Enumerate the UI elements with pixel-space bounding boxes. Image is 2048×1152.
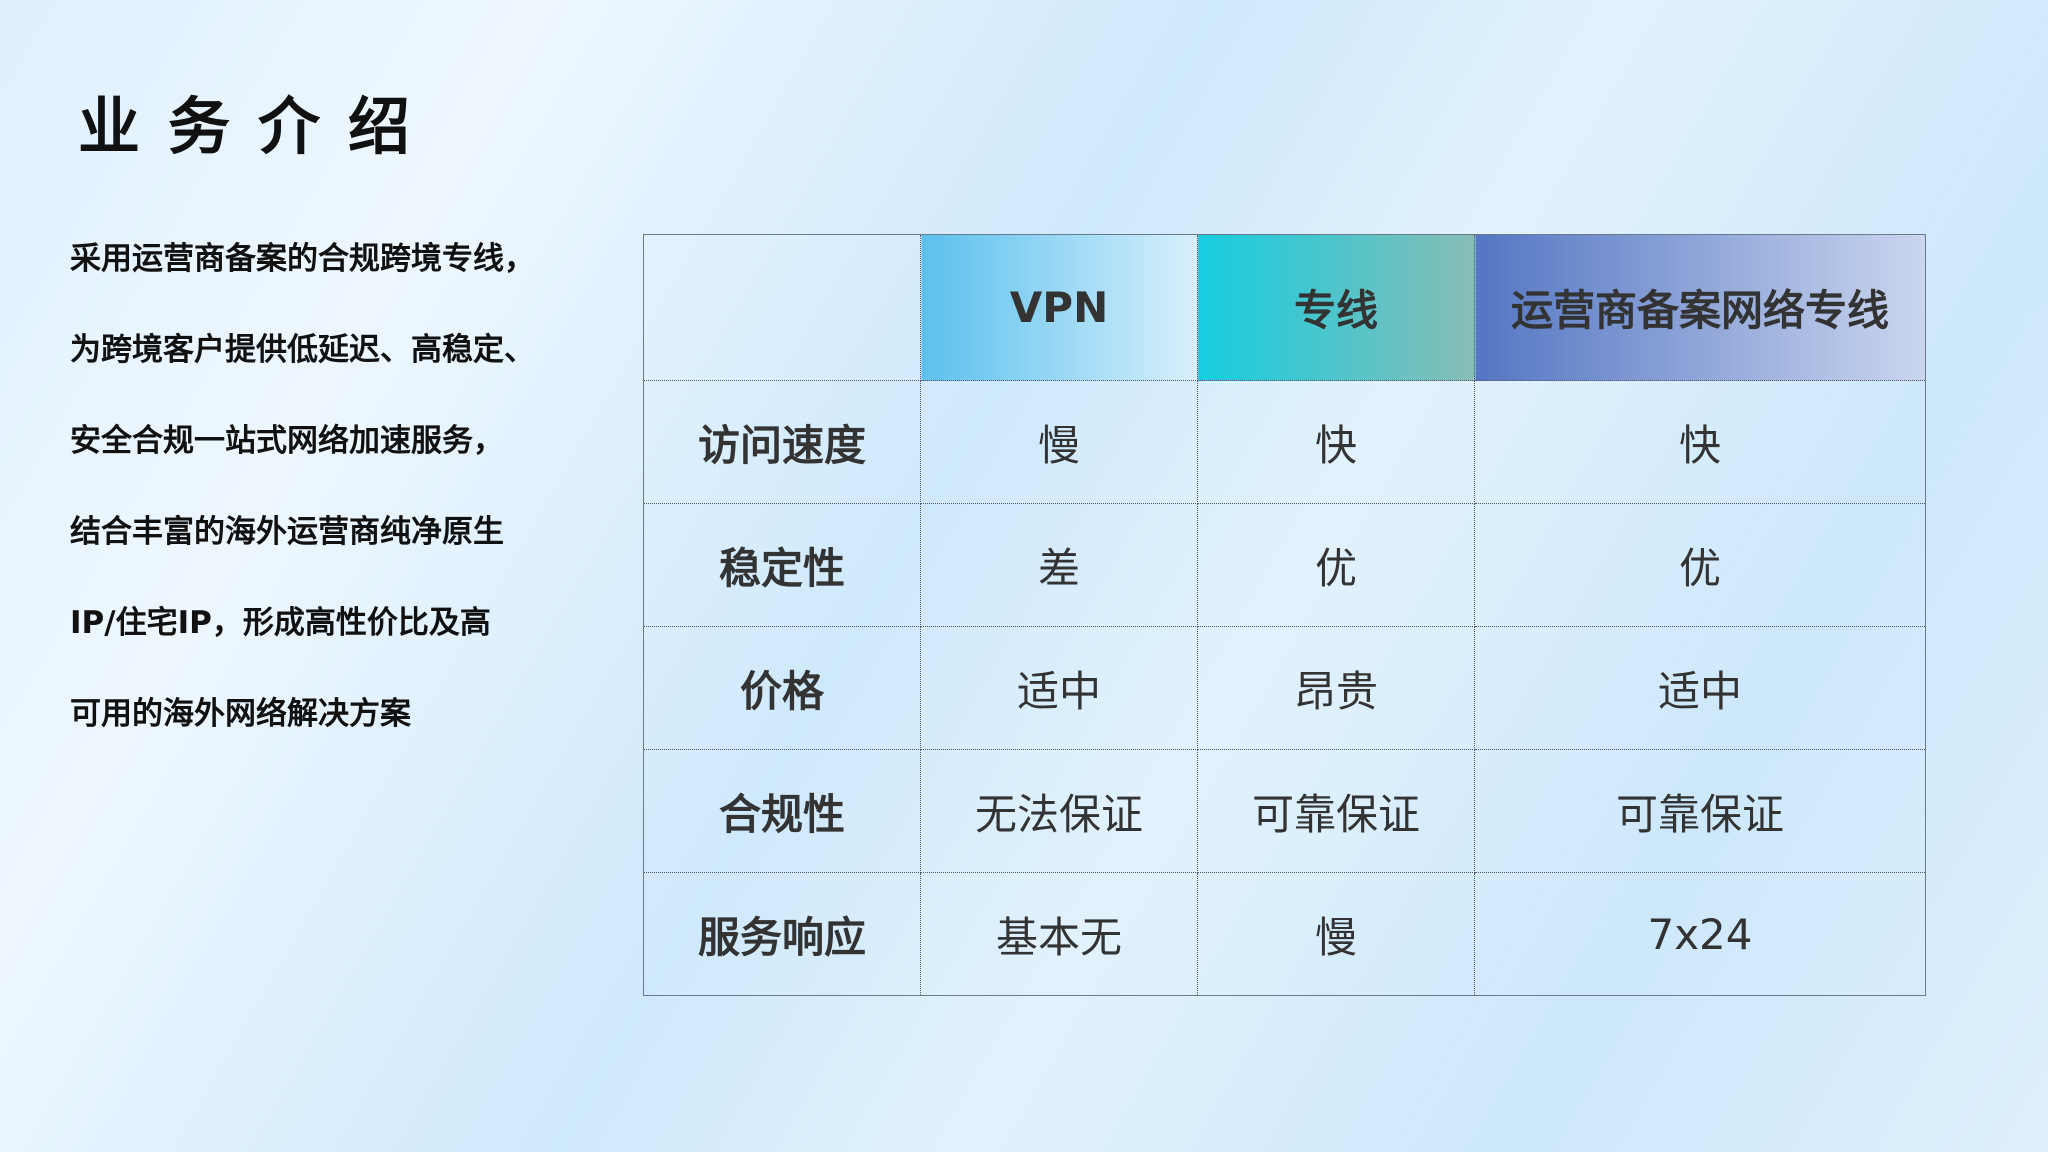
table-cell: 慢 <box>920 380 1198 504</box>
page-title: 业务介绍 <box>78 90 439 163</box>
paragraph-line: 可用的海外网络解决方案 <box>70 696 411 732</box>
table-row: 合规性 无法保证 可靠保证 可靠保证 <box>643 749 1926 873</box>
header-dedicated-line: 专线 <box>1197 234 1475 381</box>
table-row: 访问速度慢快快 <box>643 380 1926 504</box>
header-carrier-line: 运营商备案网络专线 <box>1474 234 1926 381</box>
table-cell: 快 <box>1474 380 1926 504</box>
table-cell: 无法保证 <box>920 749 1198 873</box>
intro-paragraph: 采用运营商备案的合规跨境专线， 为跨境客户提供低延迟、高稳定、 安全合规一站式网… <box>70 232 630 778</box>
row-label: 服务响应 <box>643 872 921 996</box>
paragraph-line: IP/住宅IP，形成高性价比及高 <box>70 605 491 641</box>
table-header-row: VPN 专线 运营商备案网络专线 <box>643 234 1926 381</box>
table-cell: 优 <box>1197 503 1475 627</box>
table-cell: 可靠保证 <box>1197 749 1475 873</box>
row-label: 价格 <box>643 626 921 750</box>
paragraph-line: 为跨境客户提供低延迟、高稳定、 <box>70 332 535 368</box>
paragraph-line: 结合丰富的海外运营商纯净原生 <box>70 514 504 550</box>
comparison-table: VPN 专线 运营商备案网络专线 访问速度慢快快稳定性差优优价格 适中 昂贵 适中 合规… <box>643 234 1926 996</box>
table-cell: 可靠保证 <box>1474 749 1926 873</box>
row-label: 合规性 <box>643 749 921 873</box>
table-cell: 差 <box>920 503 1198 627</box>
table-cell: 快 <box>1197 380 1475 504</box>
table-cell: 昂贵 <box>1197 626 1475 750</box>
table-row: 服务响应 基本无慢 7x24 <box>643 872 1926 996</box>
header-empty <box>643 234 921 381</box>
table-row: 价格 适中 昂贵 适中 <box>643 626 1926 750</box>
table-cell: 适中 <box>920 626 1198 750</box>
paragraph-line: 采用运营商备案的合规跨境专线， <box>70 241 535 277</box>
row-label: 访问速度 <box>643 380 921 504</box>
table-cell: 慢 <box>1197 872 1475 996</box>
paragraph-line: 安全合规一站式网络加速服务， <box>70 423 504 459</box>
table-row: 稳定性差优优 <box>643 503 1926 627</box>
table-cell: 适中 <box>1474 626 1926 750</box>
header-vpn: VPN <box>920 234 1198 381</box>
table-cell: 7x24 <box>1474 872 1926 996</box>
row-label: 稳定性 <box>643 503 921 627</box>
table-cell: 优 <box>1474 503 1926 627</box>
table-cell: 基本无 <box>920 872 1198 996</box>
